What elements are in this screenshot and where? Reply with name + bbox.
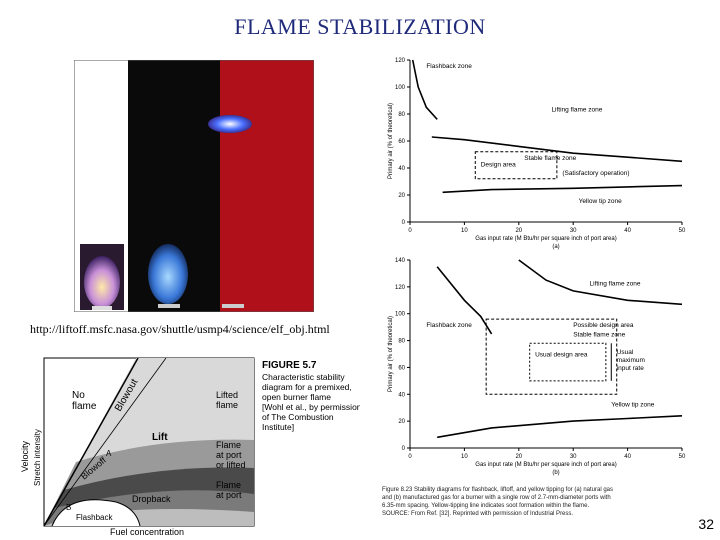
source-url[interactable]: http://liftoff.msfc.nasa.gov/shuttle/usm… bbox=[30, 322, 330, 336]
y-tick-label: 60 bbox=[398, 365, 405, 371]
possible-design-area-box bbox=[485, 318, 618, 395]
annot-flashback-zone: Flashback zone bbox=[426, 63, 472, 70]
label-lift: Lift bbox=[152, 432, 168, 443]
x-tick-label: 50 bbox=[679, 228, 686, 234]
chart-manufactured-gas: 0 10 20 30 40 50 0 20 40 60 80 100 120 140 Primary air… bbox=[388, 258, 686, 476]
svg-text:of The Combustion: of The Combustion bbox=[262, 412, 334, 422]
y-tick-label: 140 bbox=[395, 258, 406, 264]
x-tick-label: 10 bbox=[461, 454, 468, 460]
y-tick-label: 40 bbox=[398, 392, 405, 398]
x-tick-label: 10 bbox=[461, 228, 468, 234]
y-axis-label: Primary air (% of theoretical) bbox=[388, 316, 394, 392]
slide-number: 32 bbox=[698, 516, 714, 532]
series-line bbox=[518, 259, 683, 306]
annot-possible-design-area: Possible design area bbox=[573, 322, 634, 329]
panel-label: (a) bbox=[552, 244, 559, 250]
annot-yellow-tip-zone: Yellow tip zone bbox=[579, 198, 623, 205]
fig57-xlabel: Fuel concentration bbox=[110, 527, 184, 536]
x-tick-label: 30 bbox=[570, 454, 577, 460]
x-tick-label: 30 bbox=[570, 228, 577, 234]
x-tick-label: 40 bbox=[624, 454, 631, 460]
svg-text:open burner flame: open burner flame bbox=[262, 392, 331, 402]
series-line bbox=[431, 136, 683, 163]
y-tick-label: 100 bbox=[395, 85, 406, 91]
label-point-a: A bbox=[106, 449, 112, 458]
annot-lifting-flame-zone: Lifting flame zone bbox=[590, 281, 641, 288]
fig57-ylabel-stretch: Stretch intensity bbox=[33, 429, 42, 486]
fig57-ylabel-velocity: Velocity bbox=[20, 440, 30, 472]
slide-title: FLAME STABILIZATION bbox=[234, 14, 486, 39]
flame-1 bbox=[84, 256, 120, 308]
annot-flashback-zone: Flashback zone bbox=[426, 322, 472, 329]
figure-5-7: Velocity Stretch intensity No flame Blowo… bbox=[20, 357, 360, 536]
design-area-box bbox=[474, 151, 558, 180]
label-point-b: B bbox=[66, 503, 71, 512]
svg-text:Institute]: Institute] bbox=[262, 422, 294, 432]
y-tick-label: 100 bbox=[395, 312, 406, 318]
chart-natural-gas: 0 10 20 30 40 50 0 20 40 60 80 100 120 Primary air (%… bbox=[388, 58, 686, 250]
x-tick-label: 20 bbox=[515, 228, 522, 234]
fig823-caption: Figure 8.23 Stability diagrams for flash… bbox=[382, 487, 614, 517]
y-tick-label: 60 bbox=[398, 139, 405, 145]
y-tick-label: 0 bbox=[402, 220, 406, 226]
x-axis-label: Gas input rate (M Btu/hr per square inch… bbox=[475, 236, 616, 242]
annot-stable-flame-zone: Stable flame zone bbox=[524, 155, 576, 162]
label-flashback: Flashback bbox=[76, 513, 113, 522]
annot-lifting-flame-zone: Lifting flame zone bbox=[551, 106, 602, 113]
series-line bbox=[442, 184, 683, 194]
photo-panel-red bbox=[220, 60, 314, 312]
annot-usual-max-input: Usual maximum input rate bbox=[617, 349, 645, 372]
y-tick-label: 80 bbox=[398, 339, 405, 345]
label-dropback: Dropback bbox=[132, 494, 171, 504]
y-tick-label: 20 bbox=[398, 419, 405, 425]
x-tick-label: 50 bbox=[679, 454, 686, 460]
annot-stable-flame-zone: Stable flame zone bbox=[573, 332, 625, 339]
y-tick-label: 120 bbox=[395, 58, 406, 64]
y-tick-label: 20 bbox=[398, 193, 405, 199]
x-tick-label: 40 bbox=[624, 228, 631, 234]
panel-label: (b) bbox=[552, 470, 559, 476]
annot-design-area: Design area bbox=[481, 162, 516, 169]
flashback-region bbox=[51, 499, 141, 527]
svg-text:Characteristic stability: Characteristic stability bbox=[262, 372, 345, 382]
label-lifted-flame: Lifted flame bbox=[216, 390, 238, 410]
y-tick-label: 0 bbox=[402, 446, 406, 452]
x-axis-label: Gas input rate (M Btu/hr per square inch… bbox=[475, 462, 616, 468]
annot-yellow-tip-zone: Yellow tip zone bbox=[611, 401, 655, 408]
x-tick-label: 20 bbox=[515, 454, 522, 460]
label-flame-at-port: Flame at port bbox=[216, 480, 242, 500]
annot-satisfactory: (Satisfactory operation) bbox=[562, 170, 629, 177]
series-line bbox=[411, 59, 438, 120]
annot-usual-design-area: Usual design area bbox=[535, 352, 588, 359]
flame-3-lifted bbox=[208, 115, 252, 133]
y-tick-label: 120 bbox=[395, 285, 406, 291]
y-tick-label: 80 bbox=[398, 112, 405, 118]
flame-photo bbox=[74, 60, 314, 312]
flame-2 bbox=[148, 244, 188, 304]
usual-design-area-box bbox=[529, 342, 607, 382]
fig57-caption: Characteristic stability diagram for a p… bbox=[262, 372, 360, 432]
x-tick-label: 0 bbox=[408, 228, 412, 234]
series-line bbox=[437, 415, 683, 439]
label-no-flame: No flame bbox=[72, 390, 97, 412]
svg-text:[Wohl et al., by permission: [Wohl et al., by permission bbox=[262, 402, 360, 412]
x-tick-label: 0 bbox=[408, 454, 412, 460]
fig57-caption-heading: FIGURE 5.7 bbox=[262, 360, 317, 371]
y-axis-label: Primary air (% of theoretical) bbox=[388, 103, 394, 179]
y-tick-label: 40 bbox=[398, 166, 405, 172]
svg-text:diagram for a premixed,: diagram for a premixed, bbox=[262, 382, 352, 392]
label-flame-at-port-or-lifted: Flame at port or lifted bbox=[216, 440, 246, 470]
